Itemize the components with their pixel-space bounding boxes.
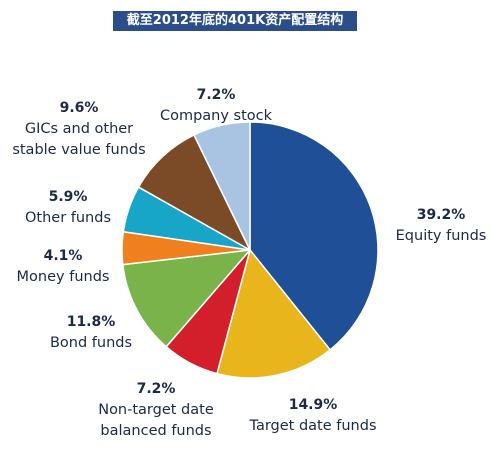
slice-percent-label: 11.8% — [67, 314, 116, 330]
slice-label-7: 9.6% GICs and other stable value funds — [12, 100, 145, 158]
slice-percent-label: 5.9% — [49, 189, 88, 205]
slice-name-label: Other funds — [25, 210, 111, 226]
pie-slice-7 — [137, 134, 251, 251]
slice-label-1: 39.2% Equity funds — [396, 207, 487, 244]
slice-name-label: stable value funds — [12, 142, 145, 158]
slice-percent-label: 7.2% — [197, 87, 236, 103]
slice-name-label: balanced funds — [100, 423, 211, 439]
slice-labels: 39.2% Equity funds 14.9% Target date funds 7… — [12, 87, 486, 439]
pie-slice-8 — [193, 121, 251, 251]
slice-label-2: 14.9% Target date funds — [248, 397, 376, 434]
slice-name-label: Non-target date — [98, 402, 214, 418]
slice-label-8: 7.2% Company stock — [160, 87, 273, 124]
slice-percent-label: 9.6% — [60, 100, 99, 116]
slice-percent-label: 39.2% — [417, 207, 466, 223]
pie-slice-1 — [249, 121, 379, 351]
slice-name-label: GICs and other — [25, 121, 133, 137]
slice-label-3: 7.2% Non-target date balanced funds — [98, 381, 214, 439]
slice-percent-label: 14.9% — [289, 397, 338, 413]
pie-slices — [121, 121, 379, 379]
slice-name-label: Target date funds — [248, 418, 376, 434]
slice-label-5: 4.1% Money funds — [17, 248, 110, 285]
chart-title: 截至2012年底的401K资产配置结构 — [113, 11, 357, 31]
slice-name-label: Bond funds — [50, 335, 132, 351]
slice-label-4: 11.8% Bond funds — [50, 314, 132, 351]
pie-slice-2 — [216, 249, 331, 379]
slice-name-label: Equity funds — [396, 228, 487, 244]
slice-label-6: 5.9% Other funds — [25, 189, 111, 226]
pie-slice-4 — [122, 249, 251, 348]
slice-percent-label: 4.1% — [44, 248, 83, 264]
slice-name-label: Money funds — [17, 269, 110, 285]
slice-name-label: Company stock — [160, 108, 273, 124]
slice-percent-label: 7.2% — [137, 381, 176, 397]
